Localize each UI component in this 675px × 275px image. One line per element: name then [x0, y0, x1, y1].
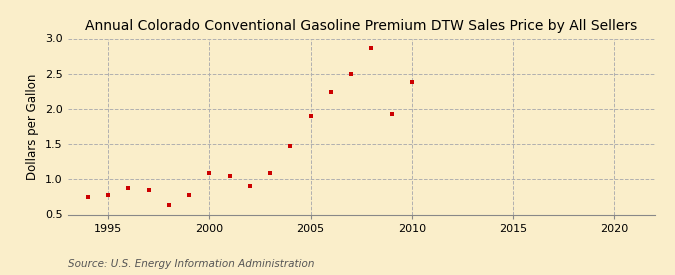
Text: Source: U.S. Energy Information Administration: Source: U.S. Energy Information Administ…: [68, 259, 314, 269]
Title: Annual Colorado Conventional Gasoline Premium DTW Sales Price by All Sellers: Annual Colorado Conventional Gasoline Pr…: [85, 19, 637, 33]
Y-axis label: Dollars per Gallon: Dollars per Gallon: [26, 73, 39, 180]
